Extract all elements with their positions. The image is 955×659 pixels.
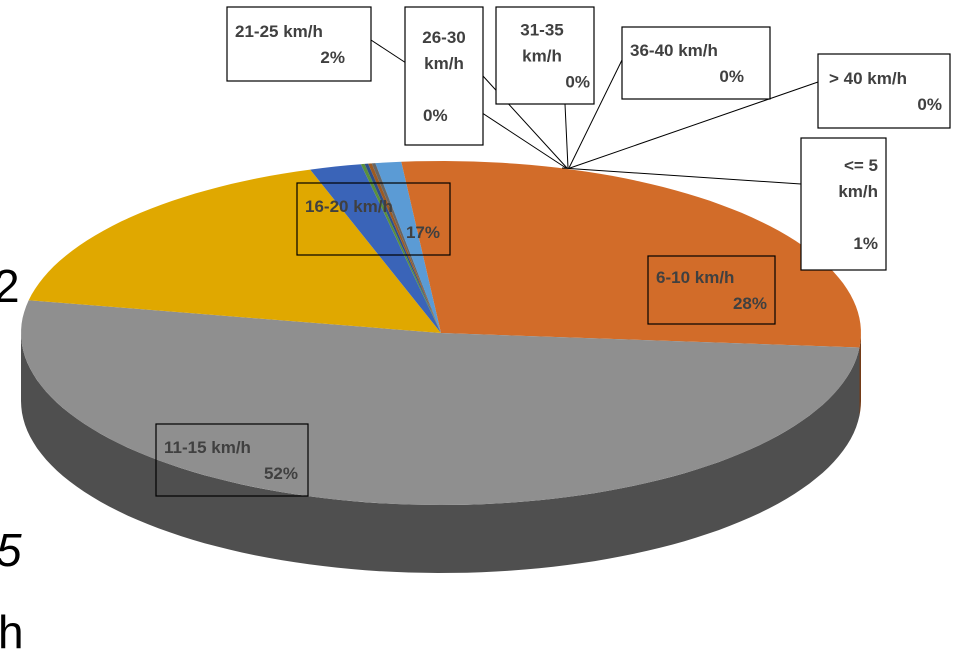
pie-slice-2 [21, 300, 860, 505]
data-labels: <= 5 km/h 1% 6-10 km/h 28% 11-15 km/h 52% 16-20… [155, 6, 951, 497]
data-label-text-8-1: 0% [917, 95, 942, 114]
pie-slice-0 [375, 161, 441, 333]
data-label-box-1 [647, 255, 776, 325]
pie-slice-3 [28, 169, 441, 333]
data-label-text-5-3: 0% [423, 106, 448, 125]
data-label-text-6-1: km/h [522, 47, 562, 66]
pie-slice-5 [360, 163, 441, 333]
pie-slice-6 [364, 163, 441, 333]
data-label-text-7-1: 0% [719, 67, 744, 86]
data-label-text-0-1: km/h [838, 182, 878, 201]
data-label-box-4 [226, 6, 372, 82]
data-label-text-5-1: km/h [424, 54, 464, 73]
edge-fragment-3: h [0, 606, 24, 658]
data-label-box-5 [404, 6, 484, 146]
data-label-0: <= 5 km/h 1% [800, 137, 887, 271]
data-label-text-6-0: 31-35 [520, 21, 563, 40]
leader-line-7 [568, 59, 623, 169]
data-label-7: 36-40 km/h0% [621, 26, 771, 100]
data-label-box-2 [155, 423, 309, 497]
data-label-text-7-0: 36-40 km/h [630, 41, 718, 60]
data-label-4: 21-25 km/h 2% [226, 6, 372, 82]
pie-depth [21, 333, 861, 573]
data-label-box-8 [817, 53, 951, 129]
data-label-box-6 [495, 6, 595, 105]
data-label-5: 26-30 km/h 0% [404, 6, 484, 146]
data-label-text-4-1: 2% [320, 48, 345, 67]
edge-fragment-2: 5 [0, 524, 22, 576]
data-label-text-2-1: 52% [264, 464, 298, 483]
leader-line-6 [564, 103, 569, 169]
pie-slice-8 [371, 163, 441, 333]
data-label-2: 11-15 km/h 52% [155, 423, 309, 497]
data-label-8: > 40 km/h 0% [817, 53, 951, 129]
data-label-text-4-0: 21-25 km/h [235, 22, 323, 41]
data-label-3: 16-20 km/h 17% [296, 182, 451, 256]
leader-line-8 [569, 81, 819, 169]
data-label-text-0-3: 1% [853, 234, 878, 253]
pie-side-1-0 [859, 333, 861, 416]
pie-slice-7 [368, 163, 441, 333]
leader-line-0 [561, 167, 802, 185]
data-label-text-3-1: 17% [406, 223, 440, 242]
data-label-box-0 [800, 137, 887, 271]
pie-top [21, 161, 861, 505]
pie-side-2-0 [21, 333, 860, 573]
data-label-text-8-0: > 40 km/h [829, 69, 907, 88]
data-label-box-3 [296, 182, 451, 256]
data-label-text-5-0: 26-30 [422, 28, 465, 47]
data-label-6: 31-35 km/h0% [495, 6, 595, 105]
data-label-box-7 [621, 26, 771, 100]
data-label-text-2-0: 11-15 km/h [164, 438, 251, 457]
data-label-text-3-0: 16-20 km/h [305, 197, 393, 216]
data-label-text-1-0: 6-10 km/h [656, 268, 734, 287]
pie-slice-4 [310, 164, 441, 333]
data-label-text-1-1: 28% [733, 294, 767, 313]
data-label-text-6-2: 0% [565, 73, 590, 92]
pie-slice-1 [401, 161, 861, 348]
data-label-text-0-0: <= 5 [844, 156, 878, 175]
data-label-1: 6-10 km/h 28% [647, 255, 776, 325]
edge-fragment-1: 2 [0, 260, 20, 312]
